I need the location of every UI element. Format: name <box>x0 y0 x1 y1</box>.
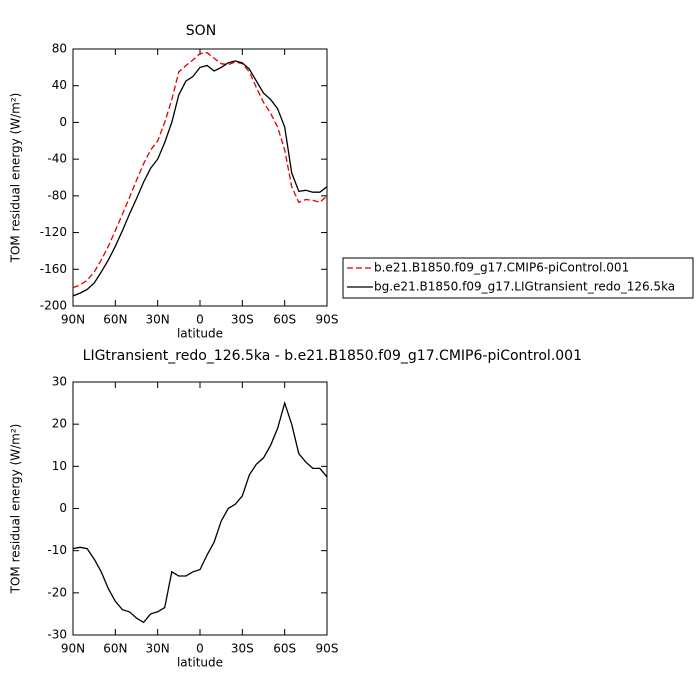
y-tick-label: 30 <box>52 375 67 389</box>
legend-label: bg.e21.B1850.f09_g17.LIGtransient_redo_1… <box>374 280 675 294</box>
x-tick-label: 30S <box>231 313 254 327</box>
y-axis-label: TOM residual energy (W/m²) <box>9 93 23 264</box>
data-line <box>72 400 328 624</box>
x-tick-label: 60N <box>103 313 127 327</box>
x-axis-label: latitude <box>177 327 223 341</box>
y-tick-label: -40 <box>47 152 67 166</box>
chart-title: LIGtransient_redo_126.5ka - b.e21.B1850.… <box>83 348 582 364</box>
plot-frame <box>72 48 328 307</box>
data-line <box>72 60 328 297</box>
y-tick-label: -200 <box>40 299 67 313</box>
y-tick-label: 0 <box>59 115 67 129</box>
y-axis-label: TOM residual energy (W/m²) <box>9 424 23 595</box>
y-tick-label: -120 <box>40 225 67 239</box>
y-tick-label: -10 <box>47 543 67 557</box>
y-tick-label: 10 <box>52 459 67 473</box>
y-tick-label: -160 <box>40 262 67 276</box>
y-tick-label: -80 <box>47 188 67 202</box>
y-tick-label: -20 <box>47 585 67 599</box>
x-tick-label: 0 <box>196 642 204 656</box>
legend-box <box>342 257 694 299</box>
x-tick-label: 60S <box>273 313 296 327</box>
plot-frame <box>72 381 328 636</box>
data-line <box>72 52 328 289</box>
x-tick-label: 60N <box>103 642 127 656</box>
legend-label: b.e21.B1850.f09_g17.CMIP6-piControl.001 <box>374 261 629 275</box>
x-tick-label: 90N <box>61 642 85 656</box>
x-axis-label: latitude <box>177 656 223 670</box>
x-tick-label: 90N <box>61 313 85 327</box>
x-tick-label: 30N <box>146 642 170 656</box>
x-tick-label: 90S <box>316 313 339 327</box>
x-tick-label: 0 <box>196 313 204 327</box>
y-tick-label: -30 <box>47 628 67 642</box>
y-tick-label: 80 <box>52 42 67 56</box>
y-tick-label: 20 <box>52 417 67 431</box>
chart-title: SON <box>186 23 216 39</box>
y-tick-label: 0 <box>59 501 67 515</box>
x-tick-label: 90S <box>316 642 339 656</box>
x-tick-label: 30S <box>231 642 254 656</box>
y-tick-label: 40 <box>52 78 67 92</box>
x-tick-label: 30N <box>146 313 170 327</box>
x-tick-label: 60S <box>273 642 296 656</box>
